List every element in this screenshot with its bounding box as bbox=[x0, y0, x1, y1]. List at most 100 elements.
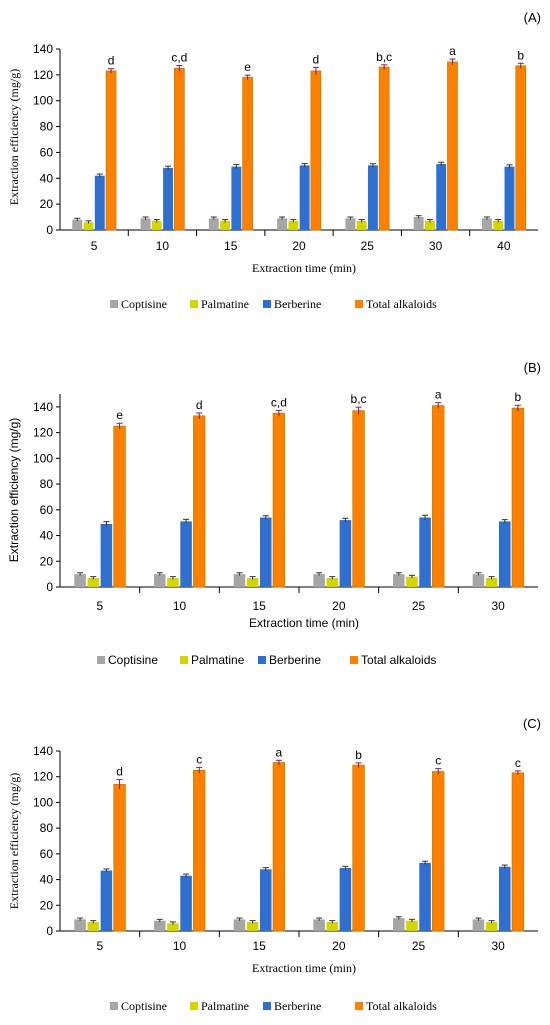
y-tick-label: 20 bbox=[40, 197, 54, 211]
x-tick-label: 25 bbox=[412, 939, 426, 953]
bar-palmatine bbox=[493, 220, 504, 230]
bar-palmatine bbox=[246, 577, 259, 587]
legend-swatch bbox=[350, 656, 358, 664]
x-tick-label: 10 bbox=[156, 239, 170, 253]
significance-letter: a bbox=[449, 44, 456, 58]
bar-total-alkaloids bbox=[511, 407, 525, 588]
legend-swatch bbox=[263, 1002, 271, 1010]
y-tick-label: 80 bbox=[40, 477, 54, 491]
y-tick-label: 140 bbox=[33, 400, 53, 414]
bar-berberine bbox=[339, 520, 352, 587]
bar-coptisine bbox=[313, 574, 325, 587]
bar-total-alkaloids bbox=[113, 425, 126, 588]
bar-coptisine bbox=[74, 574, 86, 587]
bar-total-alkaloids bbox=[432, 405, 445, 588]
bar-coptisine bbox=[72, 219, 83, 230]
y-tick-label: 40 bbox=[40, 529, 54, 543]
x-tick-label: 25 bbox=[361, 239, 375, 253]
bar-palmatine bbox=[356, 220, 367, 230]
y-tick-label: 0 bbox=[46, 580, 53, 594]
bar-palmatine bbox=[220, 220, 231, 230]
y-tick-label: 0 bbox=[46, 223, 53, 237]
y-tick-label: 60 bbox=[40, 145, 54, 159]
bar-coptisine bbox=[345, 218, 356, 230]
x-tick-label: 5 bbox=[96, 939, 103, 953]
y-tick-label: 60 bbox=[40, 847, 54, 861]
bar-total-alkaloids bbox=[432, 771, 445, 932]
legend-entry: Total alkaloids bbox=[361, 653, 436, 667]
legend-swatch bbox=[355, 300, 363, 308]
bar-berberine bbox=[163, 167, 174, 230]
bar-coptisine bbox=[393, 574, 405, 587]
significance-letter: d bbox=[116, 765, 123, 779]
bar-total-alkaloids bbox=[105, 70, 117, 231]
significance-letter: a bbox=[276, 745, 283, 759]
legend-swatch bbox=[110, 1002, 118, 1010]
bar-berberine bbox=[259, 517, 272, 587]
significance-letter: b bbox=[517, 48, 524, 62]
y-axis-title: Extraction efficiency (mg/g) bbox=[7, 418, 21, 563]
significance-letter: d bbox=[108, 54, 115, 68]
x-tick-label: 10 bbox=[173, 599, 187, 613]
legend-entry: Berberine bbox=[269, 653, 321, 667]
significance-letter: c bbox=[515, 756, 521, 770]
y-tick-label: 140 bbox=[33, 42, 53, 56]
x-tick-label: 20 bbox=[292, 239, 306, 253]
significance-letter: a bbox=[435, 388, 442, 402]
bar-coptisine bbox=[472, 574, 485, 587]
x-tick-label: 15 bbox=[252, 599, 266, 613]
bar-coptisine bbox=[233, 919, 246, 931]
legend-entry: Berberine bbox=[274, 297, 321, 311]
bar-berberine bbox=[367, 165, 378, 230]
significance-letter: e bbox=[244, 60, 251, 74]
bar-total-alkaloids bbox=[515, 65, 527, 231]
bar-berberine bbox=[100, 870, 113, 931]
x-tick-label: 25 bbox=[412, 599, 426, 613]
y-tick-label: 100 bbox=[33, 795, 53, 809]
legend-entry: Coptisine bbox=[108, 653, 158, 667]
bar-coptisine bbox=[393, 918, 405, 931]
bar-berberine bbox=[231, 166, 242, 230]
y-tick-label: 120 bbox=[33, 770, 53, 784]
y-tick-label: 60 bbox=[40, 503, 54, 517]
legend-swatch bbox=[263, 300, 271, 308]
bar-palmatine bbox=[485, 577, 498, 587]
bar-total-alkaloids bbox=[242, 77, 253, 231]
x-axis-title: Extraction time (min) bbox=[249, 616, 359, 630]
bar-coptisine bbox=[154, 920, 166, 931]
bar-coptisine bbox=[154, 574, 166, 587]
legend-swatch bbox=[190, 1002, 198, 1010]
significance-letter: e bbox=[116, 408, 123, 422]
bar-palmatine bbox=[83, 222, 94, 230]
y-tick-label: 120 bbox=[33, 68, 53, 82]
bar-berberine bbox=[94, 175, 105, 230]
bar-total-alkaloids bbox=[193, 415, 206, 588]
x-tick-label: 15 bbox=[252, 939, 266, 953]
bar-total-alkaloids bbox=[193, 769, 206, 932]
legend-swatch bbox=[190, 300, 198, 308]
panel-label: (C) bbox=[523, 716, 541, 731]
panel-label: (A) bbox=[524, 10, 541, 25]
x-tick-label: 20 bbox=[332, 939, 346, 953]
bar-coptisine bbox=[233, 574, 246, 587]
chart-panel-2: (C) 0 20 40 60 80 100 120 140 Extraction efficien… bbox=[7, 716, 541, 1013]
legend-swatch bbox=[97, 656, 105, 664]
bar-coptisine bbox=[208, 218, 219, 230]
significance-letter: b bbox=[515, 390, 522, 404]
y-tick-label: 100 bbox=[33, 94, 53, 108]
bar-palmatine bbox=[406, 576, 418, 587]
bar-berberine bbox=[180, 875, 192, 931]
bar-palmatine bbox=[246, 922, 259, 931]
y-tick-label: 100 bbox=[33, 451, 53, 465]
bar-total-alkaloids bbox=[310, 70, 322, 231]
y-tick-label: 80 bbox=[40, 821, 54, 835]
x-tick-label: 30 bbox=[491, 599, 505, 613]
bar-coptisine bbox=[413, 217, 424, 230]
y-tick-label: 40 bbox=[40, 873, 54, 887]
legend-entry: Palmatine bbox=[191, 653, 245, 667]
bar-berberine bbox=[498, 521, 511, 587]
bar-total-alkaloids bbox=[352, 764, 365, 932]
bar-total-alkaloids bbox=[352, 410, 365, 588]
x-tick-label: 30 bbox=[429, 239, 443, 253]
legend-entry: Coptisine bbox=[121, 999, 167, 1013]
